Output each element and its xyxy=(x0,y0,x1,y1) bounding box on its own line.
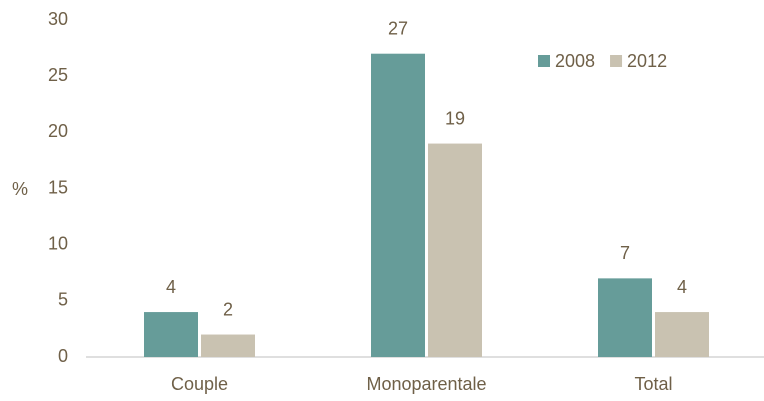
data-label: 2 xyxy=(223,299,233,319)
data-label: 19 xyxy=(445,108,465,128)
legend-label: 2008 xyxy=(555,51,595,71)
data-label: 4 xyxy=(166,277,176,297)
legend-swatch xyxy=(610,55,623,67)
x-tick-label: Total xyxy=(634,374,672,394)
y-tick-label: 30 xyxy=(48,9,68,29)
bar xyxy=(598,278,652,357)
bar xyxy=(655,312,709,357)
y-tick-label: 5 xyxy=(58,290,68,310)
x-tick-label: Monoparentale xyxy=(366,374,486,394)
bar xyxy=(144,312,198,357)
y-axis-label: % xyxy=(12,179,28,199)
y-tick-label: 10 xyxy=(48,233,68,253)
data-label: 4 xyxy=(677,277,687,297)
y-tick-label: 20 xyxy=(48,121,68,141)
bar xyxy=(428,143,482,357)
legend-swatch xyxy=(538,55,550,67)
x-tick-label: Couple xyxy=(171,374,228,394)
y-tick-label: 25 xyxy=(48,65,68,85)
legend-label: 2012 xyxy=(627,51,667,71)
bar xyxy=(371,53,425,357)
data-label: 7 xyxy=(620,243,630,263)
bar xyxy=(201,334,255,357)
y-tick-label: 15 xyxy=(48,177,68,197)
data-label: 27 xyxy=(388,18,408,38)
y-tick-label: 0 xyxy=(58,346,68,366)
